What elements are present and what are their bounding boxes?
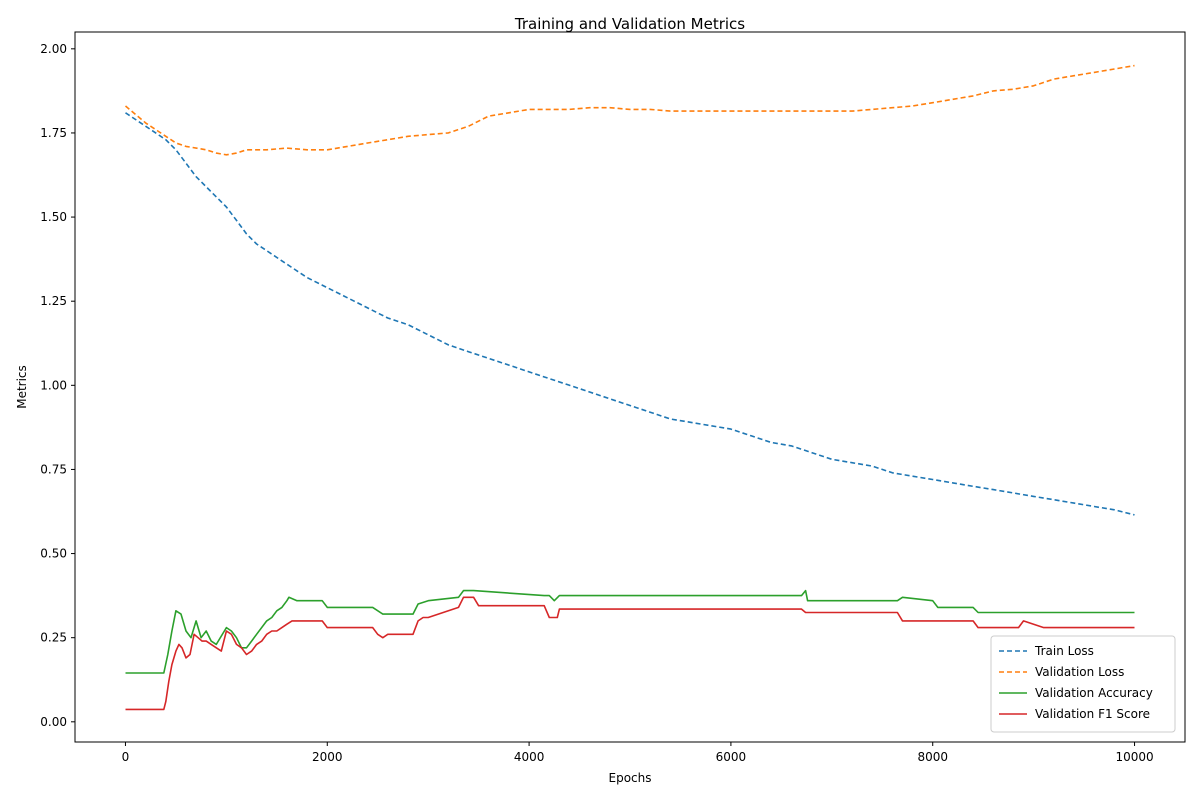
legend: Train Loss Validation Loss Validation Accu…	[990, 635, 1176, 733]
y-axis-label: Metrics	[15, 365, 29, 409]
x-tick-label: 0	[122, 750, 130, 764]
y-tick-label: 0.75	[40, 462, 67, 476]
x-tick-label: 8000	[917, 750, 948, 764]
y-axis: 0.00 0.25 0.50 0.75 1.00 1.25 1.50 1.75 2.00	[40, 42, 75, 729]
x-axis: 0 2000 4000 6000 8000 10000	[122, 742, 1154, 764]
y-tick-label: 1.75	[40, 126, 67, 140]
series-line-3	[125, 596, 1135, 711]
plot-area	[124, 64, 1135, 711]
x-axis-label: Epochs	[609, 771, 652, 785]
series-line-1	[124, 64, 1135, 156]
y-tick-label: 0.00	[40, 715, 67, 729]
y-tick-label: 0.50	[40, 547, 67, 561]
y-tick-label: 0.25	[40, 631, 67, 645]
legend-label-0: Train Loss	[1034, 644, 1094, 658]
plot-frame	[74, 31, 1186, 743]
y-tick-label: 2.00	[40, 42, 67, 56]
legend-box	[990, 635, 1176, 733]
chart-title: Training and Validation Metrics	[514, 15, 745, 33]
legend-label-1: Validation Loss	[1035, 665, 1124, 679]
y-tick-label: 1.25	[40, 294, 67, 308]
y-tick-label: 1.00	[40, 378, 67, 392]
x-tick-label: 4000	[514, 750, 545, 764]
series-line-2	[125, 589, 1135, 674]
x-tick-label: 6000	[716, 750, 747, 764]
y-tick-label: 1.50	[40, 210, 67, 224]
x-tick-label: 2000	[312, 750, 343, 764]
series-line-0	[125, 112, 1135, 516]
legend-label-2: Validation Accuracy	[1035, 686, 1153, 700]
legend-label-3: Validation F1 Score	[1035, 707, 1150, 721]
x-tick-label: 10000	[1115, 750, 1153, 764]
